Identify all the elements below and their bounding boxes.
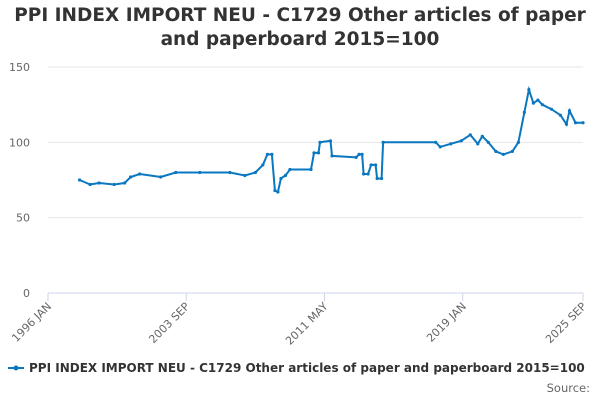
data-point xyxy=(549,107,554,111)
data-point xyxy=(129,175,133,179)
data-point xyxy=(486,140,490,144)
data-point xyxy=(501,152,505,156)
data-point xyxy=(123,181,127,185)
data-point xyxy=(283,173,288,178)
data-point xyxy=(270,152,274,156)
y-tick-label: 150 xyxy=(9,61,30,74)
data-point xyxy=(510,149,514,153)
data-point xyxy=(369,163,373,167)
data-point xyxy=(527,88,531,92)
data-point xyxy=(573,121,578,125)
data-point xyxy=(567,109,572,113)
data-point xyxy=(174,170,178,175)
data-point xyxy=(228,170,232,175)
y-tick-label: 50 xyxy=(16,212,30,225)
x-tick-label: 1996 JAN xyxy=(9,300,54,345)
data-point xyxy=(276,190,280,194)
data-point xyxy=(198,170,202,175)
data-point xyxy=(316,151,321,155)
data-point xyxy=(540,103,545,107)
data-point xyxy=(312,151,316,155)
data-point xyxy=(273,188,277,193)
data-point xyxy=(468,133,472,137)
x-tick-label: 2025 SEP xyxy=(543,300,589,346)
data-point xyxy=(480,134,484,138)
data-point xyxy=(449,142,453,146)
data-point xyxy=(459,139,463,143)
data-point xyxy=(536,98,540,102)
legend-marker xyxy=(13,365,19,371)
data-point xyxy=(516,140,520,144)
data-point xyxy=(138,172,142,176)
y-tick-label: 0 xyxy=(23,287,30,300)
data-point xyxy=(159,175,163,179)
data-point xyxy=(261,163,265,167)
data-point xyxy=(328,139,333,143)
y-tick-label: 100 xyxy=(9,136,30,149)
data-point xyxy=(366,172,370,176)
data-point xyxy=(531,101,536,105)
legend-label: PPI INDEX IMPORT NEU - C1729 Other artic… xyxy=(29,361,585,375)
data-point xyxy=(112,182,116,187)
data-point xyxy=(564,122,569,126)
data-line xyxy=(79,85,583,194)
data-point xyxy=(361,172,366,176)
data-point xyxy=(97,181,101,185)
data-point xyxy=(318,140,322,144)
data-point xyxy=(581,121,585,125)
data-point xyxy=(330,154,334,158)
x-tick-label: 2011 MAY xyxy=(283,300,331,348)
source: Source: xyxy=(547,381,590,395)
data-point xyxy=(288,167,292,172)
data-point xyxy=(77,178,82,182)
data-point xyxy=(279,176,283,181)
data-point xyxy=(381,140,385,144)
data-point xyxy=(375,176,379,181)
data-point xyxy=(309,167,313,172)
data-point xyxy=(494,149,498,153)
chart-title: PPI INDEX IMPORT NEU - C1729 Other artic… xyxy=(14,5,586,50)
data-point xyxy=(374,163,378,167)
data-point xyxy=(357,152,361,156)
x-tick-label: 2003 SEP xyxy=(146,300,192,346)
data-point xyxy=(438,145,442,149)
data-point xyxy=(243,173,247,178)
data-point xyxy=(354,155,358,159)
data-point xyxy=(360,152,364,156)
data-point xyxy=(522,110,526,114)
data-point xyxy=(476,142,480,146)
data-point xyxy=(253,170,257,175)
data-point xyxy=(380,176,384,181)
data-point xyxy=(88,182,92,187)
data-point xyxy=(265,152,270,156)
x-tick-label: 2019 JAN xyxy=(424,300,469,345)
data-point xyxy=(434,140,438,144)
data-point xyxy=(558,113,563,117)
